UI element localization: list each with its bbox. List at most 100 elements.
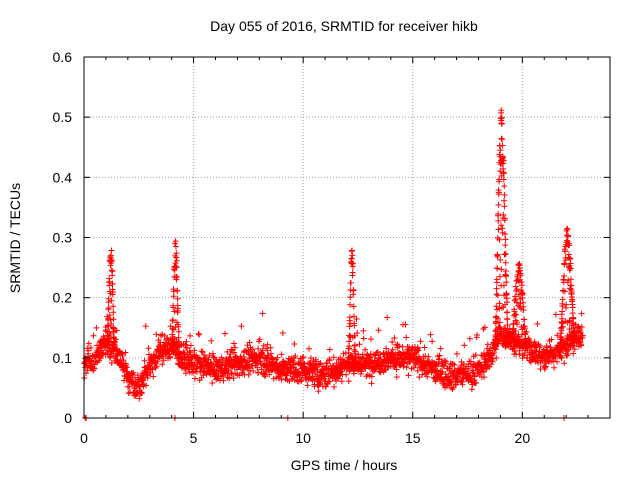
data-point — [577, 329, 584, 336]
data-point — [149, 366, 156, 373]
data-point — [218, 362, 225, 369]
data-point — [442, 358, 449, 365]
data-point — [105, 304, 112, 311]
data-points — [81, 107, 586, 421]
axis-ticks — [83, 56, 610, 419]
data-point — [306, 345, 313, 352]
x-tick-label: 20 — [515, 430, 531, 446]
data-point — [498, 222, 505, 229]
data-point — [220, 377, 227, 384]
data-point — [187, 342, 194, 349]
data-point — [393, 366, 400, 373]
data-point — [191, 347, 198, 354]
data-point — [495, 226, 502, 233]
data-point — [214, 375, 221, 382]
data-point — [447, 379, 454, 386]
data-point — [326, 378, 333, 385]
data-point — [108, 267, 115, 274]
data-point — [153, 363, 160, 370]
data-point — [561, 261, 568, 268]
data-point — [519, 290, 526, 297]
data-point — [519, 282, 526, 289]
data-point — [502, 231, 509, 238]
data-point — [496, 236, 503, 243]
data-point — [266, 371, 273, 378]
data-point — [331, 383, 338, 390]
data-point — [136, 395, 143, 402]
data-point — [363, 373, 370, 380]
data-point — [350, 370, 357, 377]
data-point — [172, 243, 179, 250]
data-point — [564, 238, 571, 245]
data-point — [424, 373, 431, 380]
data-point — [317, 360, 324, 367]
y-tick-label: 0.4 — [53, 169, 73, 185]
data-point — [108, 247, 115, 254]
data-point — [494, 265, 501, 272]
data-point — [375, 354, 382, 361]
data-point — [368, 380, 375, 387]
data-point — [110, 316, 117, 323]
data-point — [484, 341, 491, 348]
data-point — [176, 351, 183, 358]
data-point — [448, 378, 455, 385]
data-point — [175, 343, 182, 350]
data-point — [512, 311, 519, 318]
data-point — [389, 338, 396, 345]
data-point — [500, 282, 507, 289]
data-point — [181, 356, 188, 363]
data-point — [330, 354, 337, 361]
data-point — [481, 374, 488, 381]
data-point — [495, 201, 502, 208]
data-point — [138, 390, 145, 397]
data-point — [504, 315, 511, 322]
data-point — [267, 344, 274, 351]
data-point — [561, 272, 568, 279]
data-point — [274, 354, 281, 361]
data-point — [236, 372, 243, 379]
data-point — [513, 299, 520, 306]
data-point — [250, 367, 257, 374]
data-point — [453, 350, 460, 357]
data-point — [476, 359, 483, 366]
data-point — [244, 357, 251, 364]
data-point — [191, 375, 198, 382]
data-point — [500, 176, 507, 183]
data-point — [231, 349, 238, 356]
data-point — [351, 322, 358, 329]
data-point — [123, 364, 130, 371]
data-point — [346, 314, 353, 321]
data-point — [503, 279, 510, 286]
data-point — [502, 259, 509, 266]
data-point — [368, 373, 375, 380]
data-point — [360, 327, 367, 334]
data-point — [486, 363, 493, 370]
data-point — [498, 135, 505, 142]
data-point — [119, 351, 126, 358]
data-point — [570, 314, 577, 321]
data-point — [278, 376, 285, 383]
data-point — [467, 375, 474, 382]
data-point — [569, 304, 576, 311]
data-point — [245, 364, 252, 371]
data-point — [559, 296, 566, 303]
data-point — [279, 329, 286, 336]
data-point — [150, 373, 157, 380]
data-point — [187, 332, 194, 339]
data-point — [498, 107, 505, 114]
data-point — [170, 288, 177, 295]
data-point — [493, 291, 500, 298]
data-point — [106, 354, 113, 361]
data-point — [349, 252, 356, 259]
data-point — [110, 329, 117, 336]
data-point — [514, 286, 521, 293]
data-point — [292, 361, 299, 368]
data-point — [326, 346, 333, 353]
data-point — [414, 367, 421, 374]
data-point — [536, 342, 543, 349]
data-point — [298, 378, 305, 385]
data-point — [468, 386, 475, 393]
data-point — [182, 370, 189, 377]
data-point — [566, 317, 573, 324]
data-point — [473, 332, 480, 339]
